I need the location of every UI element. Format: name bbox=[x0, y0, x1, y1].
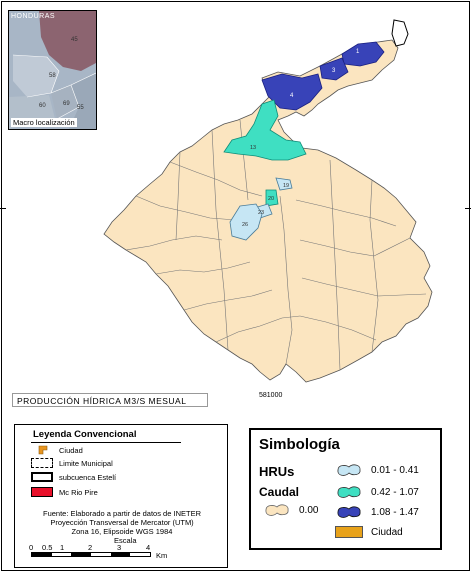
legend-item-label: subcuenca Estelí bbox=[59, 472, 117, 482]
scale-label: 0 bbox=[29, 543, 34, 552]
symbology-box: Simbología HRUs Caudal 0.00 0.01 - 0.41 … bbox=[249, 428, 442, 550]
coord-tick-left bbox=[0, 208, 6, 209]
inset-region-label: 45 bbox=[71, 37, 78, 43]
coord-bottom: 581000 bbox=[259, 392, 283, 399]
hru-label: 23 bbox=[258, 210, 264, 216]
legend-item-label: Limite Municipal bbox=[59, 458, 113, 468]
legend-box: Leyenda Convencional Ciudad Limite Munic… bbox=[14, 424, 228, 568]
watershed-map: 1 3 4 13 19 20 23 26 bbox=[103, 19, 433, 383]
blob-symbol-icon bbox=[337, 506, 361, 518]
hru-19 bbox=[275, 177, 293, 191]
legend-item-ciudad: Ciudad bbox=[31, 445, 83, 455]
legend-item-rio-pire: Mc Rio Pire bbox=[31, 487, 98, 497]
subbasin-lines bbox=[125, 119, 427, 371]
blob-symbol-icon bbox=[337, 464, 361, 476]
coord-tick-right bbox=[465, 208, 471, 209]
city-area bbox=[391, 19, 409, 47]
hrus-label: HRUs bbox=[259, 464, 295, 479]
city-swatch bbox=[335, 526, 363, 538]
hru-1 bbox=[341, 41, 385, 67]
inset-caption: Macro localización bbox=[11, 118, 77, 127]
symbol-city: Ciudad bbox=[335, 526, 403, 538]
symbol-class-label: 0.42 - 1.07 bbox=[371, 486, 419, 498]
map-area: 581000 581000 bbox=[0, 0, 471, 399]
source-line-3: Zona 16, Elipsoide WGS 1984 bbox=[71, 527, 173, 536]
legend-item-label: Mc Rio Pire bbox=[59, 487, 98, 497]
hru-label: 4 bbox=[290, 93, 294, 99]
inset-country-label: HONDURAS bbox=[11, 13, 56, 20]
hru-3 bbox=[319, 57, 349, 81]
city-symbol-icon bbox=[38, 445, 48, 455]
inset-regions: 45 58 60 69 55 bbox=[9, 11, 96, 129]
production-title: PRODUCCIÓN HÍDRICA M3/S MESUAL bbox=[12, 393, 208, 407]
symbol-class-label: 1.08 - 1.47 bbox=[371, 506, 419, 518]
inset-region-label: 58 bbox=[49, 73, 56, 79]
blob-symbol-icon bbox=[337, 486, 361, 498]
scale-bar bbox=[31, 552, 151, 557]
scale-label: 3 bbox=[117, 543, 122, 552]
hru-label: 20 bbox=[268, 196, 274, 202]
symbol-class-label: 0.01 - 0.41 bbox=[371, 464, 419, 476]
hru-13 bbox=[223, 99, 307, 161]
rio-pire-swatch bbox=[31, 487, 53, 497]
inset-region-label: 69 bbox=[63, 101, 70, 107]
scale-label: 1 bbox=[60, 543, 65, 552]
symbology-title: Simbología bbox=[259, 436, 340, 453]
scale-unit: Km bbox=[156, 551, 168, 560]
inset-map: 45 58 60 69 55 HONDURAS Macro localizaci… bbox=[8, 10, 97, 130]
inset-region-label: 60 bbox=[39, 103, 46, 109]
caudal-label: Caudal bbox=[259, 485, 300, 499]
source-line-1: Fuente: Elaborado a partir de datos de I… bbox=[42, 509, 201, 518]
symbol-class-0: 0.00 bbox=[263, 502, 318, 518]
municipal-limit-swatch bbox=[31, 458, 53, 468]
hru-label: 1 bbox=[356, 49, 360, 55]
legend-title: Leyenda Convencional bbox=[33, 429, 137, 440]
symbol-class-2: 0.42 - 1.07 bbox=[335, 484, 419, 500]
symbol-class-3: 1.08 - 1.47 bbox=[335, 504, 419, 520]
blob-symbol-icon bbox=[265, 504, 289, 516]
scale-title: Escala bbox=[114, 536, 137, 545]
scale-label: 4 bbox=[146, 543, 151, 552]
legend-divider bbox=[31, 442, 181, 443]
hru-label: 26 bbox=[242, 222, 248, 228]
symbol-class-label: 0.00 bbox=[299, 504, 319, 516]
hru-label: 19 bbox=[283, 183, 289, 189]
hru-26 bbox=[229, 203, 263, 241]
hru-20 bbox=[265, 189, 279, 207]
scale-label: 2 bbox=[88, 543, 93, 552]
hru-label: 3 bbox=[332, 68, 336, 74]
scale-label: 0.5 bbox=[42, 543, 53, 552]
hru-label: 13 bbox=[250, 145, 256, 151]
source-line-2: Proyección Transversal de Mercator (UTM) bbox=[50, 518, 194, 527]
legend-item-limite: Limite Municipal bbox=[31, 458, 113, 468]
coord-top: 581000 bbox=[259, 0, 279, 2]
legend-item-label: Ciudad bbox=[59, 445, 83, 455]
legend-item-subcuenca: subcuenca Estelí bbox=[31, 472, 116, 482]
subbasin-swatch bbox=[31, 472, 53, 482]
inset-region-label: 55 bbox=[77, 105, 84, 111]
symbol-city-label: Ciudad bbox=[371, 526, 403, 538]
symbol-class-1: 0.01 - 0.41 bbox=[335, 462, 419, 478]
